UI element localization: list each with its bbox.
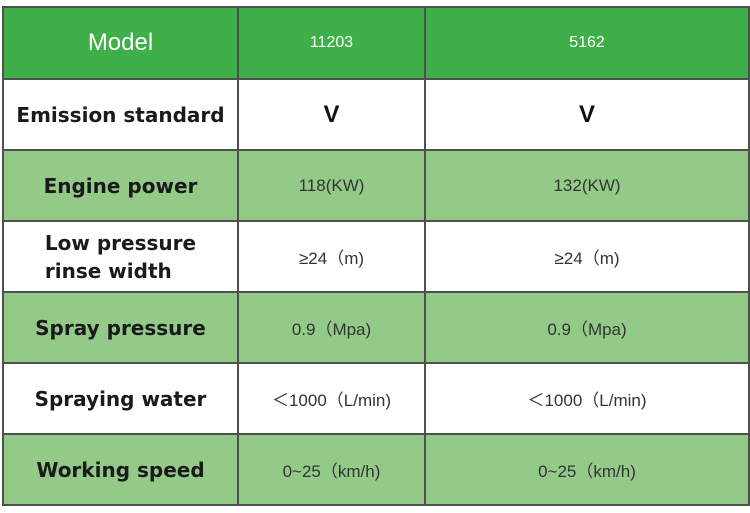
emission-standard-value-5162: V	[424, 78, 750, 151]
model-header-label: Model	[2, 6, 239, 80]
rinse-width-value-11203: ≥24（m)	[237, 220, 426, 293]
header-row: Model 11203 5162	[2, 6, 750, 80]
working-speed-label: Working speed	[2, 433, 239, 506]
emission-standard-row: Emission standard V V	[2, 78, 750, 151]
working-speed-value-5162: 0~25（km/h)	[424, 433, 750, 506]
spray-pressure-row: Spray pressure 0.9（Mpa) 0.9（Mpa)	[2, 291, 750, 364]
rinse-width-label-line-2: rinse width	[44, 258, 172, 283]
engine-power-value-11203: 118(KW)	[237, 149, 426, 222]
spray-pressure-label: Spray pressure	[2, 291, 239, 364]
engine-power-label: Engine power	[2, 149, 239, 222]
rinse-width-value-5162: ≥24（m)	[424, 220, 750, 293]
spraying-water-value-5162: ＜1000（L/min)	[424, 362, 750, 435]
working-speed-row: Working speed 0~25（km/h) 0~25（km/h)	[2, 433, 750, 506]
spray-pressure-value-5162: 0.9（Mpa)	[424, 291, 750, 364]
model-5162-header: 5162	[424, 6, 750, 80]
spraying-water-value-11203: ＜1000（L/min)	[237, 362, 426, 435]
engine-power-row: Engine power 118(KW) 132(KW)	[2, 149, 750, 222]
engine-power-value-5162: 132(KW)	[424, 149, 750, 222]
spraying-water-label: Spraying water	[2, 362, 239, 435]
emission-standard-value-11203: V	[237, 78, 426, 151]
rinse-width-label-line-1: Low pressure	[44, 230, 197, 255]
rinse-width-row: Low pressure rinse width ≥24（m) ≥24（m)	[2, 220, 750, 293]
working-speed-value-11203: 0~25（km/h)	[237, 433, 426, 506]
spray-pressure-value-11203: 0.9（Mpa)	[237, 291, 426, 364]
spec-table: Model 11203 5162 Emission standard V V E…	[2, 6, 750, 506]
emission-standard-label: Emission standard	[2, 78, 239, 151]
rinse-width-label: Low pressure rinse width	[2, 220, 239, 293]
model-11203-header: 11203	[237, 6, 426, 80]
spraying-water-row: Spraying water ＜1000（L/min) ＜1000（L/min)	[2, 362, 750, 435]
